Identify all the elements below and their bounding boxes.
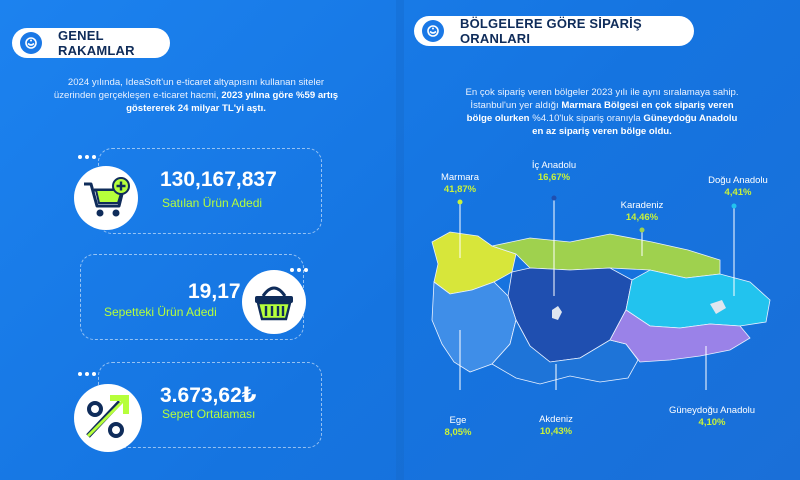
stat-label: Satılan Ürün Adedi [162,196,263,210]
left-intro-text: 2024 yılında, IdeaSoft'un e-ticaret alty… [40,76,352,115]
basket-icon [255,286,293,321]
region-percent: 4,10% [698,417,726,428]
left-intro-line: 2024 yılında, IdeaSoft'un e-ticaret alty… [67,77,325,88]
turkey-region-map [431,195,771,390]
marker-dot [457,199,463,205]
stat-label: Sepetteki Ürün Adedi [104,305,217,319]
right-intro-line: İstanbul'un yer aldığı Marmara Bölgesi e… [432,99,772,112]
left-title: GENEL RAKAMLAR [58,28,135,58]
ideasoft-logo-icon [20,32,42,54]
region-percent: 14,46% [625,212,659,223]
stat-value: 130,167,837 [160,168,277,191]
region-percent: 8,05% [444,427,472,438]
shopping-cart-plus-icon [84,177,130,217]
right-intro-highlight: en az sipariş veren bölge oldu. [532,126,672,137]
right-intro-highlight: Güneydoğu Anadolu [643,113,738,124]
right-intro-line: bölge olurken %4.10'luk sipariş oranıyla… [432,112,772,125]
left-intro-highlight: 2023 yılına göre %59 artış [221,90,339,101]
dots-icon [78,372,96,376]
region-name: Doğu Anadolu [708,175,768,186]
region-label-ic-anadolu: İç Anadolu 16,67% [522,160,586,184]
region-name: Ege [449,415,467,426]
region-label-akdeniz: Akdeniz 10,43% [530,414,582,438]
region-label-guneydogu-anadolu: Güneydoğu Anadolu 4,10% [660,405,764,429]
stat-value: 19,17 [188,280,241,303]
region-label-marmara: Marmara 41,87% [438,172,482,196]
left-intro-segment: üzerinden gerçekleşen e-ticaret hacmi, [53,90,222,101]
marker-dot [551,195,557,201]
page-divider [396,0,404,480]
right-intro-segment: %4.10'luk sipariş oranıyla [529,113,644,124]
right-intro-line: En çok sipariş veren bölgeler 2023 yılı … [465,87,739,98]
region-name: Marmara [440,172,479,183]
map-region-dogu-anadolu [625,269,771,329]
map-region-guneydogu-anadolu [609,309,751,363]
right-intro-highlight: Marmara Bölgesi en çok sipariş veren [561,100,734,111]
right-intro-highlight: bölge olurken [466,113,530,124]
stat-icon-circle [242,270,306,334]
dots-icon [78,155,96,159]
map-region-marmara [431,231,517,295]
region-label-dogu-anadolu: Doğu Anadolu 4,41% [702,175,774,199]
region-percent: 4,41% [724,187,752,198]
right-intro-text: En çok sipariş veren bölgeler 2023 yılı … [432,86,772,138]
stat-icon-circle [74,166,138,230]
region-percent: 41,87% [443,184,477,195]
left-intro-highlight: göstererek 24 milyar TL'yi aştı. [126,103,266,114]
map-lake [710,300,726,314]
region-label-ege: Ege 8,05% [440,415,476,439]
stat-value: 3.673,62₺ [160,384,257,407]
region-name: Akdeniz [539,414,573,425]
stat-icon-circle [74,384,142,452]
region-name: Güneydoğu Anadolu [668,405,756,416]
region-label-karadeniz: Karadeniz 14,46% [614,200,670,224]
marker-dot [731,203,737,209]
left-intro-line: üzerinden gerçekleşen e-ticaret hacmi, 2… [40,89,352,102]
stat-label: Sepet Ortalaması [162,407,256,421]
region-percent: 10,43% [539,426,573,437]
right-title: BÖLGELERE GÖRE SİPARİŞ ORANLARI [460,16,642,46]
dots-icon [290,268,308,272]
percent-arrow-icon [86,395,129,438]
region-percent: 16,67% [537,172,571,183]
region-name: Karadeniz [620,200,664,211]
region-name: İç Anadolu [531,160,577,171]
ideasoft-logo-icon [422,20,444,42]
right-title-pill: BÖLGELERE GÖRE SİPARİŞ ORANLARI [414,16,694,46]
map-lake [552,306,562,320]
left-title-pill: GENEL RAKAMLAR [12,28,170,58]
marker-dot [639,227,645,233]
right-intro-segment: İstanbul'un yer aldığı [470,100,562,111]
